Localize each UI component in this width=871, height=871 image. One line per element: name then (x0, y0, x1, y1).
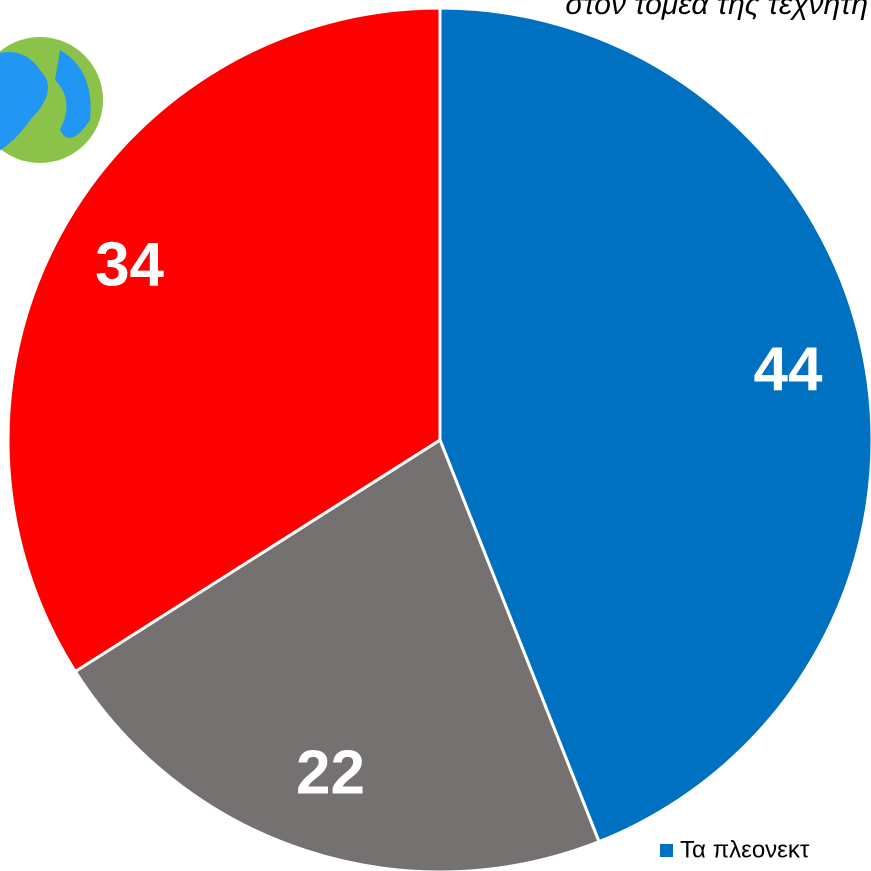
pie-slice (73, 437, 601, 871)
legend-label: Τα πλεονεκτ (680, 836, 810, 863)
pie-slice (438, 6, 871, 844)
legend-swatch (660, 844, 673, 857)
value-label: 44 (753, 335, 822, 404)
value-label: 22 (296, 738, 365, 807)
chart-title: στον τομέα της τεχνητή (565, 0, 868, 21)
pie-slice (6, 6, 442, 674)
value-label: 34 (95, 231, 164, 300)
globe-icon (0, 37, 103, 163)
